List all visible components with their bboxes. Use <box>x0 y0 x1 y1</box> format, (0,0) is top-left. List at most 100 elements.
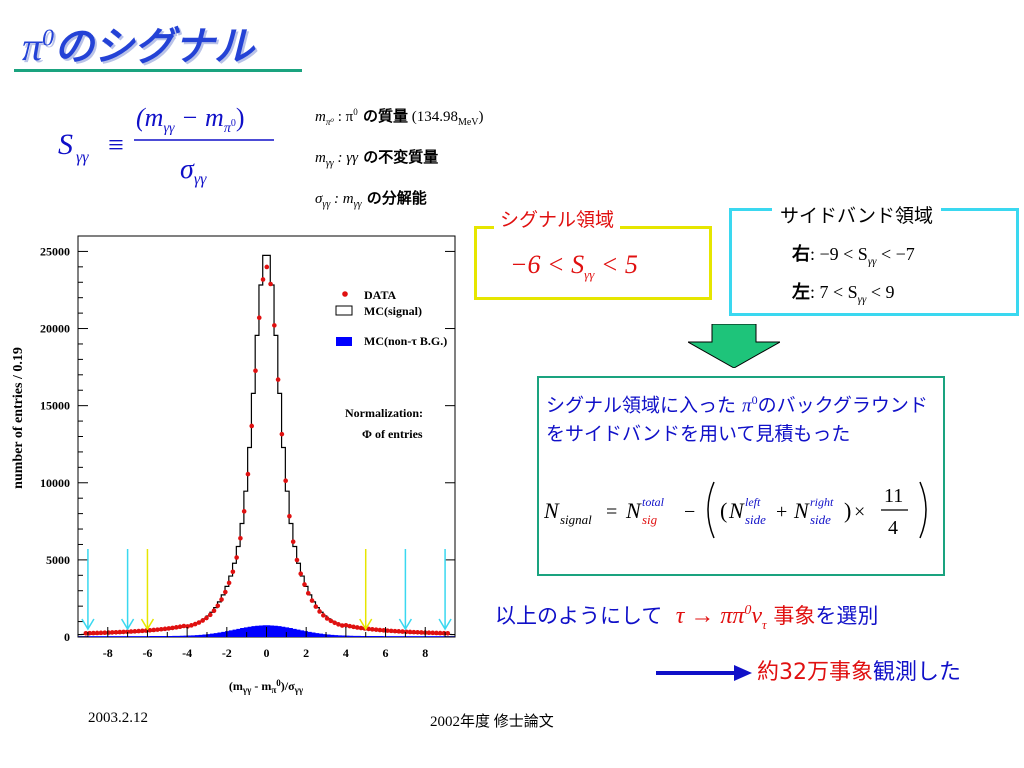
normalization-title: Normalization: <box>345 406 423 420</box>
sideband-arrow-head <box>438 618 452 631</box>
data-point <box>351 624 356 630</box>
estimate-formula: N signal = N total sig − ( N left side +… <box>544 481 927 539</box>
x-tick-label: -2 <box>222 646 232 660</box>
data-point <box>260 277 266 282</box>
svg-text:right: right <box>810 495 834 509</box>
data-point <box>211 608 217 614</box>
data-point <box>381 628 386 633</box>
data-point <box>196 620 202 625</box>
svg-text:left: left <box>745 495 761 509</box>
data-point <box>177 624 183 630</box>
data-point <box>347 623 353 629</box>
footer-date: 2003.2.12 <box>88 710 148 726</box>
numerator-open: (mγγ − mπ0) <box>136 103 245 136</box>
x-tick-label: 8 <box>422 646 428 660</box>
data-point <box>336 622 341 627</box>
data-point <box>445 630 451 636</box>
data-point <box>370 627 375 632</box>
svg-text:4: 4 <box>888 517 898 539</box>
data-point <box>140 628 145 634</box>
data-point <box>147 627 153 633</box>
data-point <box>155 627 160 632</box>
data-point <box>207 612 213 618</box>
svg-text:N: N <box>544 498 560 523</box>
svg-text:N: N <box>793 498 810 523</box>
data-point <box>388 628 394 634</box>
svg-text:N: N <box>625 498 642 523</box>
s-lhs-sub: γγ <box>76 149 89 166</box>
legend-data-label: DATA <box>364 288 397 302</box>
y-tick-label: 5000 <box>46 553 70 567</box>
data-point <box>170 625 175 631</box>
legend-mc-signal-label: MC(signal) <box>364 304 422 318</box>
normalization-text: Φ of entries <box>362 427 423 441</box>
svg-text:=: = <box>606 501 617 523</box>
estimate-box <box>537 376 945 576</box>
signal-arrow-head <box>140 618 155 631</box>
svg-text:×: × <box>854 501 865 523</box>
data-point <box>91 630 96 636</box>
data-point <box>400 629 405 634</box>
svg-text:N: N <box>728 498 745 523</box>
definition-line-1: mπ⁰ : π0 の質量 (134.98MeV) <box>315 107 484 128</box>
signal-region-formula: −6 < Sγγ < 5 <box>510 250 638 283</box>
y-tick-label: 20000 <box>40 322 70 336</box>
plot-area: -8 -6 -4 -2 0 2 4 6 8 0 5000 10000 15000 20000 25000 <box>40 235 456 660</box>
data-point <box>253 368 258 374</box>
data-point <box>419 630 424 635</box>
data-point <box>238 535 243 541</box>
data-point <box>113 629 119 635</box>
sgg-definition-formula: S γγ ≡ (mγγ − mπ0) σγγ <box>58 103 274 188</box>
sideband-right-range: 右: −9 < Sγγ < −7 <box>792 244 915 268</box>
data-point <box>87 630 92 636</box>
data-point <box>162 626 168 632</box>
svg-text:(: ( <box>720 498 727 523</box>
data-point <box>309 598 315 603</box>
data-point <box>339 623 345 628</box>
data-point <box>283 478 288 484</box>
x-tick-label: 6 <box>383 646 389 660</box>
legend-mc-bg-marker <box>336 337 352 346</box>
denominator-sigma: σγγ <box>180 154 207 188</box>
data-point <box>121 629 126 635</box>
data-point <box>83 630 89 636</box>
data-point <box>132 629 138 634</box>
data-point <box>98 630 104 636</box>
data-point <box>200 618 206 623</box>
down-arrow-icon <box>688 324 780 368</box>
x-tick-label: -6 <box>142 646 152 660</box>
svg-text:): ) <box>844 498 851 523</box>
data-point <box>241 509 247 514</box>
data-point <box>298 571 304 576</box>
svg-text:total: total <box>642 495 665 509</box>
data-point <box>385 628 390 633</box>
x-tick-label: 2 <box>303 646 309 660</box>
page-title: π0のシグナル <box>22 14 254 72</box>
data-point <box>332 620 337 626</box>
data-point <box>117 629 123 635</box>
event-count-text: 約32万事象観測した <box>757 660 962 685</box>
title-text: のシグナル <box>54 24 255 70</box>
data-point <box>256 315 262 320</box>
svg-text:sig: sig <box>642 512 658 527</box>
signal-region-title: シグナル領域 <box>494 205 621 232</box>
s-lhs: S <box>58 128 73 161</box>
svg-text:signal: signal <box>560 512 592 527</box>
data-point <box>215 603 221 609</box>
legend-data-marker <box>342 291 348 297</box>
data-point <box>249 423 255 429</box>
y-tick-label: 25000 <box>40 244 70 258</box>
data-point <box>192 621 198 627</box>
data-point <box>234 555 239 560</box>
sideband-arrow-head <box>398 618 413 631</box>
data-point <box>102 630 107 636</box>
data-point <box>109 630 115 635</box>
data-point <box>305 591 311 596</box>
data-point <box>136 628 141 634</box>
data-point <box>151 627 156 633</box>
right-arrow-icon <box>656 665 752 681</box>
equiv-sign: ≡ <box>108 130 124 161</box>
sideband-arrow-head <box>81 618 95 631</box>
data-point <box>128 629 134 634</box>
x-tick-label: -8 <box>103 646 113 660</box>
